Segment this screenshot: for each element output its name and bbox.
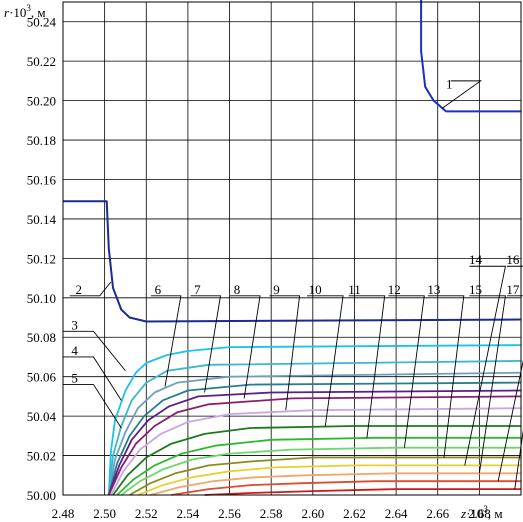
leader-line-17: [506, 295, 523, 490]
series-line-2: [63, 200, 522, 323]
series-line-13: [129, 456, 521, 496]
y-axis-label: r·103, м: [4, 3, 46, 20]
leader-line-10: [307, 295, 344, 427]
leader-line-3: [63, 330, 126, 372]
series-line-8: [107, 395, 522, 496]
series-line-4: [107, 360, 522, 496]
curve-label-13: 13: [427, 282, 440, 297]
y-tick-label-5: 50.10: [27, 291, 56, 306]
leader-line-2: [69, 281, 112, 297]
curve-label-16: 16: [506, 252, 519, 267]
curve-label-10: 10: [309, 282, 322, 297]
x-tick-label-0: 2.48: [52, 506, 75, 521]
leader-line-13: [427, 295, 465, 458]
plot-border: [62, 1, 522, 496]
y-tick-label-3: 50.06: [27, 370, 57, 385]
y-tick-label-7: 50.14: [27, 212, 57, 227]
x-axis-label: z·103, м: [460, 504, 503, 521]
series-line-7: [107, 389, 522, 496]
y-tick-label-8: 50.16: [27, 172, 57, 187]
y-tick-label-1: 50.02: [27, 449, 56, 464]
plot-frame: [62, 1, 522, 496]
leader-line-9: [269, 295, 301, 411]
leader-line-7: [190, 295, 222, 393]
x-tick-label-5: 2.58: [260, 506, 283, 521]
x-tick-label-8: 2.64: [385, 506, 408, 521]
x-tick-label-7: 2.62: [343, 506, 366, 521]
curve-label-1: 1: [446, 77, 453, 92]
leader-lines: [63, 80, 523, 490]
curve-label-2: 2: [75, 282, 82, 297]
series-group: [63, 0, 522, 496]
curve-label-17: 17: [506, 282, 519, 297]
y-axis-label-exp: 3: [26, 3, 31, 13]
y-axis-label-unit: , м: [31, 5, 46, 20]
leader-line-15: [469, 295, 506, 474]
y-tick-label-2: 50.04: [27, 409, 57, 424]
curve-label-5: 5: [71, 371, 78, 386]
curve-label-8: 8: [234, 282, 241, 297]
x-tick-label-10: 2.68: [468, 506, 491, 521]
tick-labels: 2.48 2.50 2.52 2.54 2.56 2.58 2.60 2.62 2.64 2.66…: [27, 15, 491, 521]
curve-label-14: 14: [469, 252, 483, 267]
x-tick-label-4: 2.56: [218, 506, 241, 521]
series-line-15: [150, 472, 521, 496]
leader-line-12: [388, 295, 425, 448]
x-tick-label-2: 2.52: [135, 506, 158, 521]
x-axis-label-unit: , м: [488, 506, 503, 521]
x-tick-label-3: 2.54: [177, 506, 200, 521]
series-line-14: [137, 464, 521, 496]
curve-label-4: 4: [71, 343, 78, 358]
series-line-1: [420, 0, 521, 113]
curve-label-6: 6: [155, 282, 162, 297]
y-axis-label-scale: ·10: [9, 5, 26, 20]
curve-label-3: 3: [71, 317, 78, 332]
series-line-5: [107, 371, 522, 496]
curve-label-12: 12: [388, 282, 401, 297]
leader-line-1: [441, 80, 483, 109]
series-line-10: [112, 425, 521, 496]
x-tick-label-6: 2.60: [301, 506, 324, 521]
y-tick-label-0: 50.00: [27, 488, 56, 503]
leader-line-8: [230, 295, 261, 399]
x-tick-label-9: 2.66: [426, 506, 449, 521]
curve-label-7: 7: [194, 282, 201, 297]
leader-line-4: [63, 356, 122, 401]
curve-label-15: 15: [469, 282, 482, 297]
series-line-17: [204, 488, 521, 496]
x-axis-label-var: z: [460, 506, 466, 521]
series-line-11: [116, 436, 521, 496]
x-axis-label-exp: 3: [483, 504, 488, 514]
series-line-12: [120, 446, 521, 496]
y-tick-label-12: 50.24: [27, 15, 57, 30]
leader-line-14: [464, 265, 506, 466]
series-line-3: [107, 344, 522, 496]
y-tick-label-4: 50.08: [27, 330, 56, 345]
y-tick-label-10: 50.20: [27, 94, 56, 109]
leader-line-16: [497, 265, 523, 482]
curve-label-11: 11: [348, 282, 361, 297]
series-line-16: [171, 480, 521, 496]
x-tick-label-1: 2.50: [93, 506, 116, 521]
leader-line-5: [63, 384, 122, 429]
leader-line-11: [348, 295, 386, 438]
series-line-6: [107, 381, 522, 496]
y-tick-label-11: 50.22: [27, 54, 56, 69]
y-axis-label-var: r: [4, 5, 10, 20]
x-axis-label-scale: ·10: [466, 506, 483, 521]
leader-line-6: [150, 295, 182, 387]
curve-label-9: 9: [273, 282, 280, 297]
y-tick-label-9: 50.18: [27, 133, 56, 148]
series-line-9: [110, 407, 522, 496]
y-tick-label-6: 50.12: [27, 251, 56, 266]
